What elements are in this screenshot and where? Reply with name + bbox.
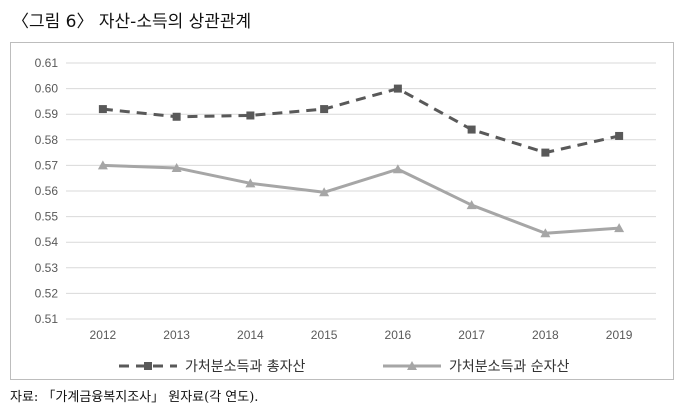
x-tick-label: 2013 (163, 328, 190, 342)
y-tick-label: 0.56 (35, 184, 59, 198)
y-tick-label: 0.58 (35, 133, 59, 147)
series-line-1 (102, 87, 620, 155)
y-tick-label: 0.57 (35, 158, 59, 172)
x-tick-label: 2016 (385, 328, 412, 342)
x-tick-label: 2019 (606, 328, 633, 342)
y-tick-label: 0.54 (35, 235, 59, 249)
legend-marker-2 (407, 361, 417, 370)
source-note: 자료: 「가계금융복지조사」 원자료(각 연도). (10, 390, 259, 405)
y-tick-label: 0.61 (35, 56, 59, 70)
y-tick-label: 0.59 (35, 107, 59, 121)
data-point-series-1 (615, 131, 624, 140)
y-tick-label: 0.55 (35, 210, 59, 224)
legend-label-2: 가처분소득과 순자산 (449, 359, 569, 375)
data-point-series-2 (614, 223, 625, 233)
y-tick-label: 0.52 (35, 286, 59, 300)
data-point-series-2 (245, 178, 256, 188)
chart-area: 0.51 0.52 0.53 0.54 0.55 0.56 0.57 0.58 0.59 0.60… (10, 42, 674, 380)
data-point-series-1 (246, 111, 255, 120)
y-tick-label: 0.53 (35, 261, 59, 275)
data-point-series-2 (97, 160, 108, 170)
data-point-series-2 (392, 164, 403, 174)
data-point-series-1 (541, 148, 550, 157)
data-point-series-2 (540, 228, 551, 238)
x-tick-label: 2017 (458, 328, 485, 342)
y-tick-label: 0.51 (35, 312, 59, 326)
legend-label-1: 가처분소득과 총자산 (185, 359, 305, 375)
data-point-series-1 (98, 105, 107, 114)
data-point-series-2 (171, 162, 182, 172)
data-point-series-2 (319, 187, 330, 197)
figure-title: 〈그림 6〉 자산-소득의 상관관계 (12, 12, 252, 32)
x-tick-label: 2018 (532, 328, 559, 342)
data-point-series-2 (466, 200, 477, 210)
x-tick-label: 2015 (311, 328, 338, 342)
y-tick-label: 0.60 (35, 82, 59, 96)
series-line-2 (102, 163, 620, 235)
line-chart: 0.51 0.52 0.53 0.54 0.55 0.56 0.57 0.58 0.59 0.60… (35, 56, 656, 375)
data-point-series-1 (467, 125, 476, 134)
data-point-series-1 (172, 112, 181, 121)
x-tick-label: 2012 (90, 328, 117, 342)
data-point-series-1 (393, 84, 402, 93)
legend-marker-1 (144, 362, 152, 370)
data-point-series-1 (320, 105, 329, 114)
x-tick-label: 2014 (237, 328, 264, 342)
